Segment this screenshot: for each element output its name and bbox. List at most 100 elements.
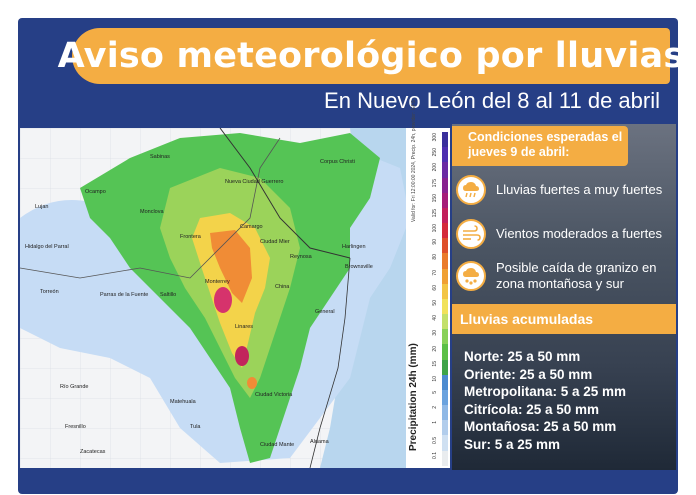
country-border bbox=[219, 128, 351, 259]
condition-item: Vientos moderados a fuertes bbox=[456, 214, 676, 254]
legend-tick: 300 bbox=[432, 133, 438, 142]
place-label: Monclova bbox=[140, 209, 164, 215]
place-label: Nueva Ciudad Guerrero bbox=[225, 179, 283, 185]
legend-tick: 15 bbox=[432, 360, 438, 367]
place-label: Ciudad Mier bbox=[260, 239, 290, 245]
precip-intense-zone bbox=[210, 230, 252, 303]
place-label: Sabinas bbox=[150, 154, 170, 160]
accumulated-line: Citrícola: 25 a 50 mm bbox=[464, 401, 600, 417]
legend-tick: 90 bbox=[432, 239, 438, 245]
legend-color-step bbox=[442, 283, 448, 299]
info-panel: Condiciones esperadas el jueves 9 de abr… bbox=[452, 124, 676, 470]
condition-text: Lluvias fuertes a muy fuertes bbox=[496, 182, 663, 197]
place-label: China bbox=[275, 284, 290, 290]
legend-tick: 150 bbox=[432, 193, 438, 203]
legend-tick: 80 bbox=[432, 254, 438, 261]
legend-color-step bbox=[442, 344, 448, 360]
legend-color-step bbox=[442, 253, 448, 269]
accumulated-list: Norte: 25 a 50 mm Oriente: 25 a 50 mm Me… bbox=[464, 348, 674, 453]
legend-color-step bbox=[442, 359, 448, 375]
legend-color-step bbox=[442, 450, 448, 466]
place-label: Monterrey bbox=[205, 279, 230, 285]
condition-item: Lluvias fuertes a muy fuertes bbox=[456, 170, 676, 210]
place-label: Harlingen bbox=[342, 244, 366, 250]
place-label: Torreón bbox=[40, 289, 59, 295]
place-label: Ciudad Victoria bbox=[255, 392, 293, 398]
accumulated-line: Oriente: 25 a 50 mm bbox=[464, 366, 593, 382]
accumulated-line: Montañosa: 25 a 50 mm bbox=[464, 419, 617, 434]
legend-tick: 30 bbox=[432, 330, 438, 336]
legend-tick: 125 bbox=[432, 208, 438, 218]
hail-cloud-icon bbox=[456, 261, 486, 291]
place-label: Camargo bbox=[240, 224, 263, 230]
title-banner: Aviso meteorológico por lluvias bbox=[58, 28, 684, 84]
place-label: Fresnillo bbox=[65, 424, 86, 430]
legend-tick: 10 bbox=[432, 375, 438, 382]
legend-tick: 200 bbox=[432, 163, 438, 172]
wind-icon bbox=[456, 219, 486, 249]
legend-color-step bbox=[442, 177, 448, 193]
place-label: Zacatecas bbox=[80, 449, 106, 455]
legend-tick: 5 bbox=[432, 391, 438, 394]
place-label: Frontera bbox=[180, 234, 202, 240]
legend-color-step bbox=[442, 223, 448, 239]
page-title: Aviso meteorológico por lluvias bbox=[57, 36, 685, 76]
place-label: Lujan bbox=[35, 204, 48, 210]
place-label: Saltillo bbox=[160, 292, 176, 298]
legend-color-step bbox=[442, 162, 448, 178]
precip-peak-victoria bbox=[247, 377, 257, 389]
legend-color-step bbox=[442, 435, 448, 451]
rain-cloud-icon bbox=[456, 175, 486, 205]
precip-peak-monterrey bbox=[214, 287, 232, 313]
precipitation-map: Corpus Christi Sabinas Nueva Ciudad Guer… bbox=[20, 128, 450, 468]
place-label: Brownsville bbox=[345, 264, 373, 270]
storm-clouds-background bbox=[452, 124, 676, 470]
legend-color-bar bbox=[442, 132, 448, 466]
place-label: General bbox=[315, 309, 335, 315]
legend-color-step bbox=[442, 298, 448, 315]
legend-color-step bbox=[442, 238, 448, 254]
legend-tick: 100 bbox=[432, 224, 438, 233]
page-subtitle: En Nuevo León del 8 al 11 de abril bbox=[324, 88, 660, 113]
place-label: Reynosa bbox=[290, 254, 313, 260]
legend-ticks: 0.1 0.5 1 2 5 10 15 20 30 40 50 60 70 80 90 100 125 150 17… bbox=[432, 132, 442, 466]
legend-color-step bbox=[442, 192, 448, 208]
accumulated-header: Lluvias acumuladas bbox=[452, 304, 676, 334]
legend-tick: 0.5 bbox=[432, 436, 438, 444]
place-label: Matehuala bbox=[170, 399, 197, 405]
place-label: Linares bbox=[235, 324, 253, 330]
condition-text: Posible caída de granizo en zona montaño… bbox=[496, 260, 657, 291]
legend-tick: 70 bbox=[432, 269, 438, 276]
place-label: Parras de la Fuente bbox=[100, 292, 148, 298]
legend-tick: 2 bbox=[432, 406, 438, 410]
legend-tick: 40 bbox=[432, 315, 438, 321]
legend-title: Precipitation 24h (mm) bbox=[408, 343, 419, 451]
place-label: Ciudad Mante bbox=[260, 442, 294, 448]
legend-color-step bbox=[442, 374, 448, 390]
precip-peak-south bbox=[235, 346, 249, 366]
legend-color-step bbox=[442, 389, 448, 406]
legend-tick: 1 bbox=[432, 421, 438, 425]
place-label: Hidalgo del Parral bbox=[25, 244, 69, 250]
legend-tick: 175 bbox=[432, 178, 438, 187]
legend-color-step bbox=[442, 268, 448, 284]
precipitation-legend: Valid for: Fri 12:00:00 2024, Precip. 24… bbox=[406, 100, 450, 468]
place-label: Aldama bbox=[310, 439, 330, 445]
condition-item: Posible caída de granizo en zona montaño… bbox=[456, 256, 676, 296]
state-border bbox=[20, 137, 281, 279]
accumulated-line: Norte: 25 a 50 mm bbox=[464, 349, 581, 364]
legend-color-step bbox=[442, 207, 448, 224]
accumulated-line: Metropolitana: 5 a 25 mm bbox=[464, 384, 627, 399]
map-svg: Corpus Christi Sabinas Nueva Ciudad Guer… bbox=[20, 128, 450, 468]
coastline bbox=[309, 257, 351, 468]
accumulated-line: Sur: 5 a 25 mm bbox=[464, 436, 561, 452]
place-label: Río Grande bbox=[60, 384, 88, 390]
legend-color-step bbox=[442, 420, 448, 436]
legend-tick: 0.1 bbox=[432, 451, 438, 459]
legend-tick: 250 bbox=[432, 148, 438, 157]
place-label: Ocampo bbox=[85, 189, 106, 195]
condition-text: Vientos moderados a fuertes bbox=[496, 226, 662, 241]
legend-tick: 60 bbox=[432, 284, 438, 291]
place-label: Tula bbox=[190, 424, 201, 430]
legend-tick: 20 bbox=[432, 345, 438, 352]
